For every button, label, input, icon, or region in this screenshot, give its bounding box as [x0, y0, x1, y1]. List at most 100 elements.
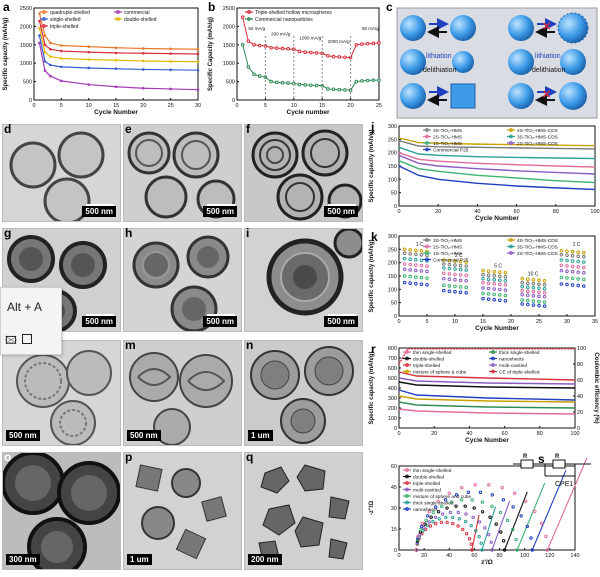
data-point	[434, 521, 438, 526]
x-axis-label: Cycle Number	[475, 215, 519, 222]
data-point	[526, 293, 530, 297]
diffusion-tail	[491, 500, 511, 551]
data-point	[408, 274, 413, 279]
data-point	[503, 275, 508, 279]
legend-entry: 3S-TiO₂-HMS	[433, 238, 462, 244]
sphere-row-1	[400, 12, 589, 44]
data-point	[439, 520, 444, 525]
data-point	[526, 285, 530, 290]
data-point	[169, 87, 172, 91]
data-point	[419, 258, 424, 263]
data-point	[424, 518, 428, 523]
data-point	[447, 262, 452, 267]
data-point	[488, 515, 492, 519]
scale-line-i	[328, 314, 356, 316]
data-point	[425, 283, 429, 287]
data-point	[419, 263, 424, 268]
data-point	[142, 68, 145, 71]
data-point	[492, 273, 496, 278]
tem-image-i: 500 nm	[244, 228, 363, 332]
data-point	[38, 12, 41, 15]
data-point	[445, 506, 449, 510]
data-point	[511, 527, 515, 532]
y-tick-label: 0	[394, 204, 397, 210]
crop-square-icon[interactable]	[22, 334, 33, 344]
data-point	[520, 280, 524, 285]
data-point	[414, 548, 419, 552]
data-point	[454, 493, 459, 497]
shortcut-overlay[interactable]: Alt + A 🖾	[0, 287, 62, 355]
data-point	[486, 277, 491, 282]
y-tick-label: 200	[388, 406, 397, 412]
data-point	[539, 521, 544, 526]
y-axis-label: Specific capacity (mAh/g)	[3, 17, 9, 90]
data-point	[474, 529, 478, 533]
data-point	[49, 74, 52, 78]
data-point	[196, 52, 200, 56]
legend-marker	[405, 356, 409, 361]
data-point	[514, 537, 518, 542]
data-point	[49, 47, 52, 51]
data-point	[456, 510, 460, 515]
data-point	[240, 43, 245, 47]
data-point	[87, 83, 90, 86]
legend-marker	[425, 134, 429, 139]
y-tick-label: 0	[394, 548, 397, 554]
x-axis-label: Cycle Number	[475, 325, 519, 332]
data-point	[542, 283, 547, 287]
legend-entry: Commercial P25	[433, 148, 469, 154]
data-point	[498, 287, 502, 292]
data-point	[472, 506, 476, 510]
data-point	[542, 291, 547, 295]
scalebar-h: 500 nm	[203, 316, 237, 327]
data-point	[429, 515, 433, 519]
data-point	[442, 258, 446, 262]
image-icon[interactable]: 🖾	[5, 335, 17, 347]
data-point	[169, 60, 172, 63]
data-point	[428, 524, 433, 528]
y-tick-label: 300	[388, 396, 397, 402]
data-point	[559, 268, 564, 273]
legend-entry: Triple-shelled hollow microspheres	[255, 10, 332, 16]
series-line	[398, 146, 596, 160]
data-point	[498, 274, 502, 279]
data-point	[43, 69, 47, 72]
data-point	[481, 280, 485, 285]
data-point	[481, 286, 485, 290]
data-point	[142, 59, 145, 63]
scalebar-f: 500 nm	[324, 206, 358, 217]
data-point	[481, 276, 485, 281]
data-point	[542, 287, 547, 291]
screenshot-icons[interactable]: 🖾	[5, 332, 33, 351]
legend-entry: triple-shelled	[413, 363, 441, 369]
data-point	[582, 251, 586, 255]
data-point	[448, 510, 453, 515]
legend-marker	[42, 24, 46, 28]
y-tick-label: 500	[226, 80, 235, 86]
y-tick-label: 0	[232, 98, 235, 104]
data-point	[274, 80, 279, 85]
data-point	[486, 281, 491, 286]
data-point	[43, 43, 47, 47]
x-tick-label: 40	[466, 431, 472, 437]
data-point	[576, 259, 580, 264]
chart-b: 0 5 10 15 20 25 0 500 1000 1500 2000 2500 Cycle numb…	[208, 6, 382, 116]
data-point	[252, 72, 256, 77]
data-point	[440, 504, 444, 509]
data-point	[461, 527, 465, 532]
data-point	[486, 269, 491, 274]
series-line	[398, 137, 596, 147]
data-point	[492, 269, 496, 274]
panel-label-o: o	[4, 450, 12, 464]
data-point	[60, 65, 63, 69]
legend-marker	[509, 128, 513, 132]
x-tick-label: 5	[425, 319, 428, 325]
legend-marker	[405, 350, 409, 354]
data-point	[456, 524, 460, 528]
data-point	[408, 262, 413, 267]
y-tick-label: 300	[388, 124, 397, 130]
rate-annotation: 2 C	[455, 253, 463, 259]
data-point	[297, 82, 302, 87]
legend-marker	[405, 494, 409, 498]
legend-entry: triple-shelled	[413, 481, 441, 487]
